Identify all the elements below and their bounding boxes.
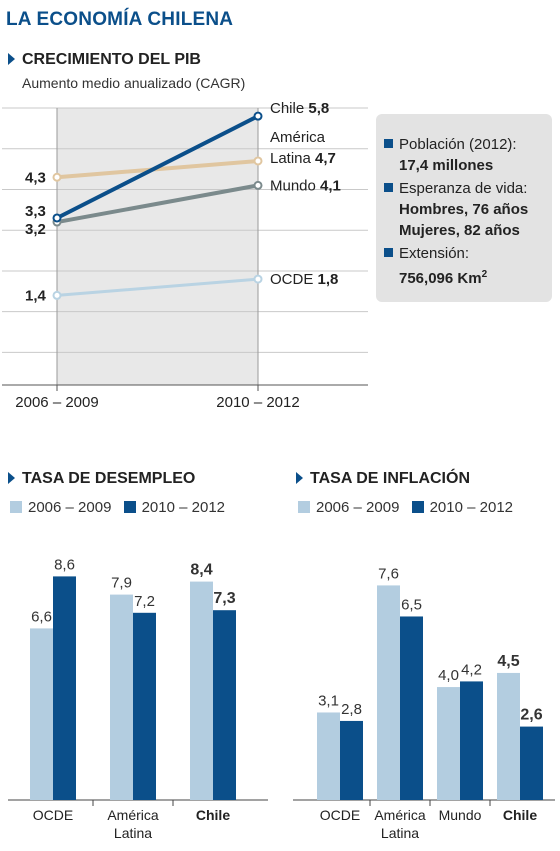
desempleo-chart-bar-america-latina-0 — [110, 594, 133, 800]
inflacion-chart-value-label-ocde-1: 2,8 — [341, 701, 362, 718]
info-extension-label: Extensión: — [399, 245, 470, 262]
section-marker-icon — [296, 472, 303, 484]
inflacion-chart-value-label-ocde-0: 3,1 — [318, 692, 339, 709]
inflacion-chart-bar-ocde-0 — [317, 712, 340, 800]
gdp-subtitle: Aumento medio anualizado (CAGR) — [22, 75, 246, 91]
inflacion-legend-0: 2006 – 2009 — [316, 499, 400, 516]
desempleo-chart-value-label-america-latina-1: 7,2 — [134, 593, 155, 610]
gdp-point-america-latina — [253, 156, 263, 166]
gdp-series-line-mundo — [55, 183, 260, 225]
inflacion-legend: 2006 – 2009 2010 – 2012 — [298, 499, 513, 516]
info-extension-label-row: Extensión: — [384, 243, 469, 264]
info-box: Población (2012): 17,4 millones Esperanz… — [376, 114, 552, 302]
bullet-square-icon — [384, 139, 393, 148]
info-hombres: Hombres, 76 años — [399, 201, 529, 218]
desempleo-chart-bar-chile-0 — [190, 581, 213, 800]
gdp-end-label-chile: Chile 5,8 — [270, 100, 329, 117]
bullet-square-icon — [384, 248, 393, 257]
inflacion-chart-bar-america-latina-0 — [377, 585, 400, 800]
desempleo-chart-value-label-ocde-1: 8,6 — [54, 556, 75, 573]
inflacion-chart-category-label-america-latina: Latina — [381, 825, 419, 841]
desempleo-bar-chart: 6,6 8,6 OCDE 7,97,2 América Latina 8,47,3 Chile — [8, 556, 268, 841]
inflacion-chart-value-label-mundo-1: 4,2 — [461, 661, 482, 678]
inflacion-section-title: TASA DE INFLACIÓN — [296, 470, 470, 488]
inflacion-chart-bar-chile-1 — [520, 726, 543, 800]
gdp-period-panel — [57, 108, 258, 385]
gdp-point-america-latina — [52, 172, 62, 182]
desempleo-chart-bar-ocde-1 — [53, 576, 76, 800]
inflacion-chart-value-label-america-latina-0: 7,6 — [378, 565, 399, 582]
desempleo-legend-0: 2006 – 2009 — [28, 499, 112, 516]
gdp-title-text: CRECIMIENTO DEL PIB — [22, 51, 201, 68]
desempleo-chart-bar-chile-1 — [213, 610, 236, 800]
info-esperanza-label-row: Esperanza de vida: — [384, 178, 527, 199]
info-poblacion-label-row: Población (2012): — [384, 134, 517, 155]
inflacion-chart-value-label-mundo-0: 4,0 — [438, 667, 459, 684]
desempleo-chart-category-label-ocde: OCDE — [33, 807, 73, 823]
inflacion-bar-chart: 3,1 2,8 OCDE 7,66,5 América Latina 4,0 4,2 Mundo… — [293, 565, 555, 841]
legend-swatch-dark — [123, 501, 136, 513]
gdp-end-label-mundo: Mundo 4,1 — [270, 177, 341, 194]
desempleo-section-title: TASA DE DESEMPLEO — [8, 470, 195, 488]
desempleo-chart-category-label-america-latina: Latina — [114, 825, 152, 841]
desempleo-chart-value-label-chile-1: 7,3 — [213, 590, 235, 607]
legend-swatch-light — [298, 501, 310, 513]
gdp-series-line-chile — [55, 114, 260, 220]
gdp-x-tick-label: 2010 – 2012 — [216, 394, 299, 411]
gdp-point-ocde — [52, 290, 62, 300]
main-title: LA ECONOMÍA CHILENA — [6, 9, 234, 30]
desempleo-legend: 2006 – 2009 2010 – 2012 — [10, 499, 225, 516]
inflacion-chart-bar-mundo-0 — [437, 687, 460, 800]
desempleo-chart-value-label-chile-0: 8,4 — [190, 562, 212, 579]
info-extension-value: 756,096 Km2 — [399, 264, 487, 289]
inflacion-legend-1: 2010 – 2012 — [429, 499, 514, 516]
inflacion-chart-category-label-mundo: Mundo — [439, 807, 482, 823]
legend-swatch-light — [10, 501, 22, 513]
info-mujeres: Mujeres, 82 años — [399, 222, 520, 239]
section-marker-icon — [8, 53, 15, 65]
info-poblacion-label: Población (2012): — [399, 136, 517, 153]
gdp-section-title: CRECIMIENTO DEL PIB — [8, 51, 201, 69]
gdp-point-mundo — [253, 180, 263, 190]
inflacion-chart-bar-mundo-1 — [460, 681, 483, 800]
inflacion-chart-bar-america-latina-1 — [400, 616, 423, 800]
info-poblacion-value: 17,4 millones — [399, 157, 494, 174]
inflacion-chart-category-label-chile: Chile — [503, 807, 537, 823]
gdp-series-line-ocde — [55, 277, 260, 297]
gdp-x-tick-label: 2006 – 2009 — [15, 394, 98, 411]
inflacion-chart-bar-ocde-1 — [340, 720, 363, 800]
info-extension-number: 756,096 Km — [399, 270, 482, 287]
gdp-start-label-mundo: 3,2 — [25, 221, 46, 238]
inflacion-chart-bar-chile-0 — [497, 672, 520, 800]
gdp-end-label-america-latina: América — [270, 129, 326, 146]
desempleo-chart-value-label-america-latina-0: 7,9 — [111, 575, 132, 592]
gdp-start-label-america-latina: 4,3 — [25, 169, 46, 186]
desempleo-chart-category-label-chile: Chile — [196, 807, 230, 823]
gdp-point-ocde — [253, 274, 263, 284]
gdp-line-chart: 2006 – 2009 2010 – 2012 3,3 4,3 3,2 1,4 Chile … — [2, 100, 368, 411]
legend-swatch-dark — [411, 501, 424, 513]
desempleo-chart-bar-ocde-0 — [30, 628, 53, 800]
desempleo-chart-bar-america-latina-1 — [133, 612, 156, 800]
bullet-square-icon — [384, 183, 393, 192]
info-esperanza-label: Esperanza de vida: — [399, 180, 528, 197]
info-extension-sup: 2 — [481, 269, 488, 280]
gdp-point-chile — [253, 111, 263, 121]
gdp-point-chile — [52, 213, 62, 223]
gdp-start-label-chile: 3,3 — [25, 203, 46, 220]
gdp-end-label-ocde: OCDE 1,8 — [270, 271, 338, 288]
inflacion-chart-value-label-america-latina-1: 6,5 — [401, 596, 422, 613]
desempleo-legend-1: 2010 – 2012 — [141, 499, 226, 516]
desempleo-chart-category-label-america-latina: América — [107, 807, 159, 823]
inflacion-chart-value-label-chile-1: 2,6 — [520, 707, 542, 724]
desempleo-title-text: TASA DE DESEMPLEO — [22, 470, 196, 487]
inflacion-title-text: TASA DE INFLACIÓN — [310, 470, 470, 487]
inflacion-chart-category-label-ocde: OCDE — [320, 807, 360, 823]
gdp-end-label-america-latina: Latina 4,7 — [270, 150, 336, 167]
section-marker-icon — [8, 472, 15, 484]
inflacion-chart-category-label-america-latina: América — [374, 807, 426, 823]
desempleo-chart-value-label-ocde-0: 6,6 — [31, 608, 52, 625]
inflacion-chart-value-label-chile-0: 4,5 — [497, 653, 519, 670]
gdp-start-label-ocde: 1,4 — [25, 287, 47, 304]
